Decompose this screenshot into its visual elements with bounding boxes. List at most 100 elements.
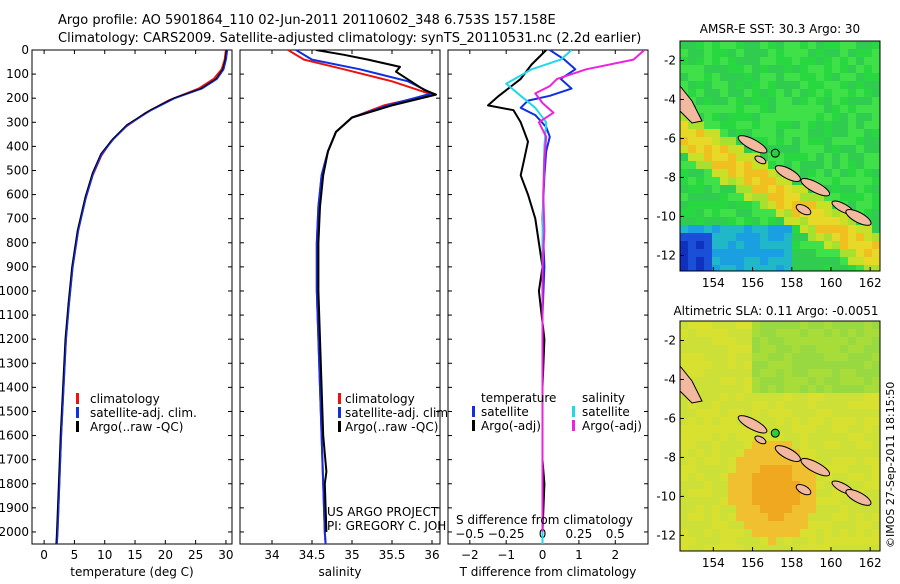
map-cell [752, 513, 761, 522]
map-cell [808, 433, 817, 442]
map-cell [688, 505, 697, 514]
map-cell [824, 449, 833, 458]
map-cell [872, 377, 880, 386]
map-cell [864, 425, 873, 434]
sst-map-title: AMSR-E SST: 30.3 Argo: 30 [700, 22, 860, 36]
map-cell [792, 425, 801, 434]
map-cell [800, 257, 809, 266]
map-cell [736, 233, 745, 242]
map-cell [800, 217, 809, 226]
map-cell [744, 113, 753, 122]
map-cell [728, 185, 737, 194]
map-cell [688, 449, 697, 458]
depth-tick-label: 500 [6, 163, 29, 177]
map-cell [760, 433, 769, 442]
map-cell [752, 265, 761, 271]
map-cell [800, 73, 809, 82]
island [800, 177, 831, 197]
map-cell [744, 529, 753, 538]
map-cell [832, 329, 841, 338]
map-cell [688, 489, 697, 498]
map-cell [848, 105, 857, 114]
map-cell [688, 217, 697, 226]
map-cell [760, 265, 769, 271]
map-cell [768, 329, 777, 338]
map-cell [800, 185, 809, 194]
map-cell [840, 73, 849, 82]
map-cell [776, 345, 785, 354]
map-cell [776, 369, 785, 378]
map-cell [824, 505, 833, 514]
temperature-panel: 0100200300400500600700800900100011001200… [0, 43, 234, 579]
map-cell [680, 329, 689, 338]
map-cell [704, 521, 713, 530]
map-cell [800, 265, 809, 271]
map-cell [872, 489, 880, 498]
map-cell [808, 505, 817, 514]
map-cell [696, 241, 705, 250]
map-cell [792, 513, 801, 522]
t-difference-xlabel: T difference from climatology [459, 565, 637, 579]
map-cell [704, 393, 713, 402]
map-cell [808, 385, 817, 394]
map-cell [864, 161, 873, 170]
map-cell [848, 113, 857, 122]
map-cell [720, 105, 729, 114]
map-cell [720, 233, 729, 242]
map-cell [864, 137, 873, 146]
map-cell [808, 225, 817, 234]
map-cell [784, 457, 793, 466]
map-cell [856, 65, 865, 74]
map-cell [776, 129, 785, 138]
map-cell [800, 441, 809, 450]
map-cell [720, 225, 729, 234]
x-tick-label: 1 [575, 548, 583, 562]
lat-tick-label: -6 [664, 131, 676, 145]
map-cell [760, 73, 769, 82]
map-cell [808, 241, 817, 250]
map-cell [840, 217, 849, 226]
map-cell [776, 241, 785, 250]
map-cell [744, 73, 753, 82]
map-cell [856, 481, 865, 490]
map-cell [728, 401, 737, 410]
map-cell [720, 257, 729, 266]
map-cell [704, 345, 713, 354]
map-cell [736, 81, 745, 90]
map-cell [824, 209, 833, 218]
map-cell [864, 449, 873, 458]
map-cell [704, 105, 713, 114]
map-cell [680, 361, 689, 370]
map-cell [824, 513, 833, 522]
map-cell [768, 249, 777, 258]
map-cell [752, 385, 761, 394]
map-cell [768, 337, 777, 346]
map-cell [800, 409, 809, 418]
map-cell [744, 41, 753, 50]
map-cell [800, 473, 809, 482]
map-cell [736, 121, 745, 130]
map-cell [824, 353, 833, 362]
map-cell [776, 385, 785, 394]
map-cell [696, 137, 705, 146]
map-cell [752, 225, 761, 234]
map-cell [680, 65, 689, 74]
map-cell [736, 481, 745, 490]
map-cell [848, 465, 857, 474]
map-cell [720, 145, 729, 154]
map-cell [864, 369, 873, 378]
lon-tick-label: 154 [702, 556, 725, 570]
legend-swatch-argo [338, 421, 341, 432]
map-cell [832, 169, 841, 178]
map-cell [728, 345, 737, 354]
map-cell [808, 401, 817, 410]
map-cell [696, 49, 705, 58]
map-cell [760, 121, 769, 130]
map-cell [816, 113, 825, 122]
map-cell [864, 177, 873, 186]
map-cell [768, 145, 777, 154]
map-cell [816, 249, 825, 258]
map-cell [752, 241, 761, 250]
map-cell [728, 369, 737, 378]
map-cell [832, 449, 841, 458]
